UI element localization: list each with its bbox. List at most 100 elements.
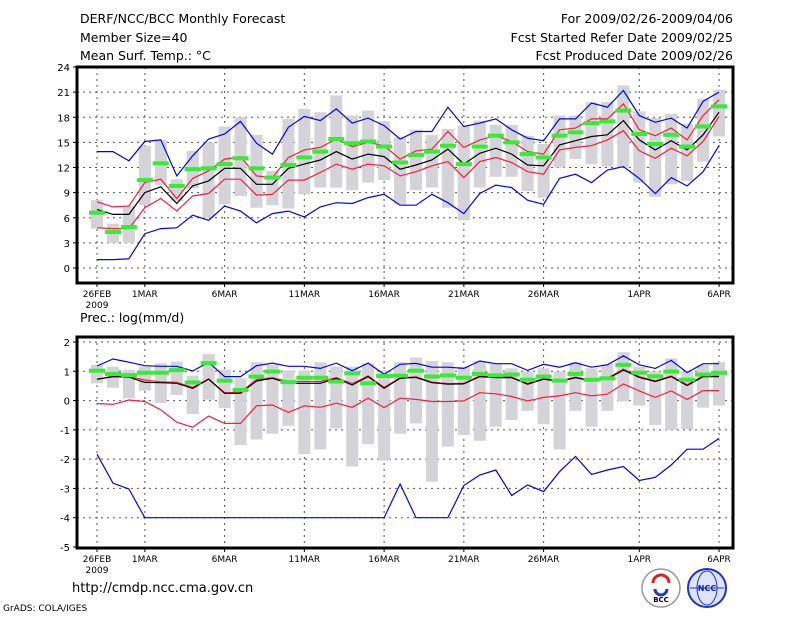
observed-marker [487,373,504,378]
y-tick-label: 3 [64,239,70,250]
ensemble-range-bar [489,124,502,177]
ensemble-range-bar [569,362,582,411]
observed-marker [647,142,664,147]
observed-marker [551,378,568,383]
y-tick-label: -1 [60,426,70,437]
bcc-logo: BCC [641,568,681,608]
source-url: http://cmdp.ncc.cma.gov.cn [72,581,254,596]
x-tick-label: 26MAR [528,290,560,300]
observed-marker [168,183,185,188]
chart-title: DERF/NCC/BCC Monthly Forecast [80,11,286,26]
observed-marker [328,137,345,142]
observed-marker [487,133,504,138]
temperature-chart: 0 3 6 9 12 15 18 21 24 26FEB 1MAR 6MAR 11MAR 16MAR 21M… [57,63,735,311]
observed-marker [471,371,488,376]
y-tick-label: -5 [60,543,70,554]
x-tick-label: 26MAR [528,555,560,565]
observed-marker [360,381,377,386]
svg-text:BCC: BCC [653,596,669,604]
y-tick-label: 12 [57,164,70,175]
ensemble-range-bar [346,115,359,191]
ensemble-range-bar [553,115,566,168]
ensemble-range-bar [314,362,327,450]
observed-marker [280,380,297,385]
observed-marker [663,132,680,137]
ensemble-range-bar [202,354,215,400]
forecast-period: For 2009/02/26-2009/04/06 [560,11,733,26]
observed-marker [711,104,728,109]
ensemble-range-bar [91,364,103,384]
observed-marker [232,388,249,393]
observed-marker [471,144,488,149]
grads-credit: GrADS: COLA/IGES [3,604,88,614]
ensemble-range-bar [298,108,311,195]
observed-marker [392,160,409,165]
observed-marker [216,162,233,167]
ensemble-range-bar [122,369,135,399]
series-min-line [96,437,720,519]
x-tick-label: 26FEB [83,290,112,300]
x-tick-label: 11MAR [289,555,321,565]
ensemble-range-bar [346,366,359,467]
y-tick-label: 0 [64,397,70,408]
observed-marker [280,162,297,167]
observed-marker [184,380,201,385]
ensemble-range-bar [649,371,662,425]
observed-marker [264,369,281,374]
y-tick-label: -2 [60,455,70,466]
observed-marker [344,371,361,376]
ensemble-range-bar [537,368,550,425]
ensemble-range-bar [410,129,422,191]
ensemble-range-bar [649,118,662,197]
series-lower-line [96,383,719,428]
observed-marker [248,374,265,379]
observed-marker [232,156,249,161]
ensemble-range-bar [617,352,630,402]
ensemble-range-bar [633,111,646,183]
observed-marker [312,375,329,380]
ensemble-range-bar [425,361,438,482]
x-tick-label: 6APR [707,290,731,300]
ensemble-range-bar [681,371,694,429]
observed-marker [679,377,696,382]
precip-label: Prec.: log(mm/d) [80,310,185,325]
precipitation-chart: -5 -4 -3 -2 -1 0 1 2 26FEB 1MAR 6MAR 11MAR 16MAR 21MA… [60,335,735,576]
observed-marker [152,370,169,375]
y-tick-label: 24 [57,63,70,74]
observed-marker [711,370,728,375]
observed-marker [455,162,472,167]
observed-marker [519,152,536,157]
observed-marker [200,361,217,366]
ncc-logo: NCC [687,568,727,608]
observed-marker [695,372,712,377]
observed-marker [136,178,153,183]
ensemble-range-bar [521,371,534,411]
x-tick-label: 1APR [628,555,652,565]
observed-marker [89,368,105,373]
observed-marker [423,149,440,154]
observed-marker [360,139,377,144]
observed-marker [599,119,616,124]
ensemble-range-bar [330,366,343,429]
x-tick-label: 6MAR [212,290,238,300]
observed-marker [455,375,472,380]
observed-marker [408,152,424,157]
ensemble-range-bar [697,98,710,162]
series-min-line [97,145,720,261]
ensemble-range-bar [362,110,375,183]
observed-marker [296,375,313,380]
observed-marker [615,362,632,367]
observed-marker [89,210,105,215]
observed-marker [104,371,121,376]
ensemble-range-bar [394,137,407,205]
observed-marker [200,166,217,171]
observed-marker [120,224,137,229]
observed-marker [647,374,664,379]
ensemble-range-bar [521,135,534,191]
x-tick-label: 1MAR [132,290,158,300]
ensemble-range-bar [713,362,726,406]
observed-marker [519,377,536,382]
y-tick-label: 6 [64,214,70,225]
observed-marker [120,373,137,378]
